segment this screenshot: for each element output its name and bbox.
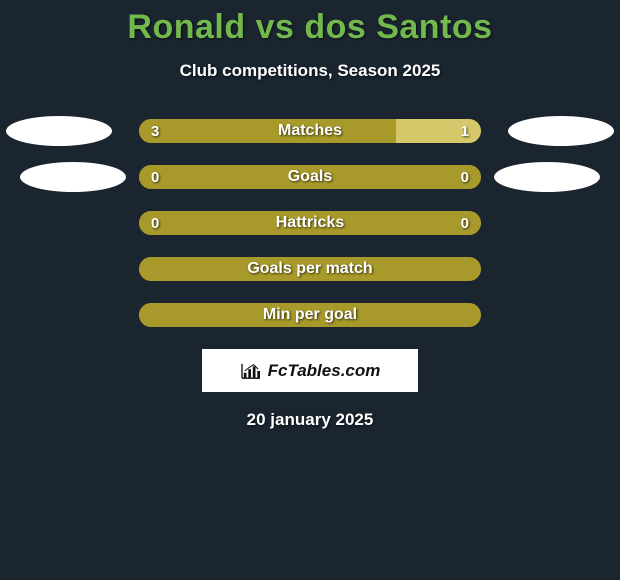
stat-bar: Goals per match xyxy=(139,257,481,281)
footer-date: 20 january 2025 xyxy=(0,410,620,430)
comparison-row: 31Matches xyxy=(0,119,620,143)
comparison-row: 00Goals xyxy=(0,165,620,189)
page-subtitle: Club competitions, Season 2025 xyxy=(0,61,620,81)
comparison-row: Min per goal xyxy=(0,303,620,327)
stat-bar: 31Matches xyxy=(139,119,481,143)
stat-label: Goals per match xyxy=(139,257,481,281)
stat-label: Min per goal xyxy=(139,303,481,327)
stat-bar: 00Hattricks xyxy=(139,211,481,235)
stat-label: Goals xyxy=(139,165,481,189)
player-ellipse-left xyxy=(20,162,126,192)
comparison-row: 00Hattricks xyxy=(0,211,620,235)
comparison-rows: 31Matches 00Goals 00Hattricks Goals per mat… xyxy=(0,119,620,327)
stat-bar: Min per goal xyxy=(139,303,481,327)
page-title: Ronald vs dos Santos xyxy=(0,0,620,47)
stat-bar: 00Goals xyxy=(139,165,481,189)
player-ellipse-right xyxy=(508,116,614,146)
stat-label: Hattricks xyxy=(139,211,481,235)
player-ellipse-right xyxy=(494,162,600,192)
barchart-icon xyxy=(240,362,262,380)
comparison-row: Goals per match xyxy=(0,257,620,281)
player-ellipse-left xyxy=(6,116,112,146)
brand-box: FcTables.com xyxy=(202,349,418,392)
stat-label: Matches xyxy=(139,119,481,143)
brand-text: FcTables.com xyxy=(268,361,381,381)
